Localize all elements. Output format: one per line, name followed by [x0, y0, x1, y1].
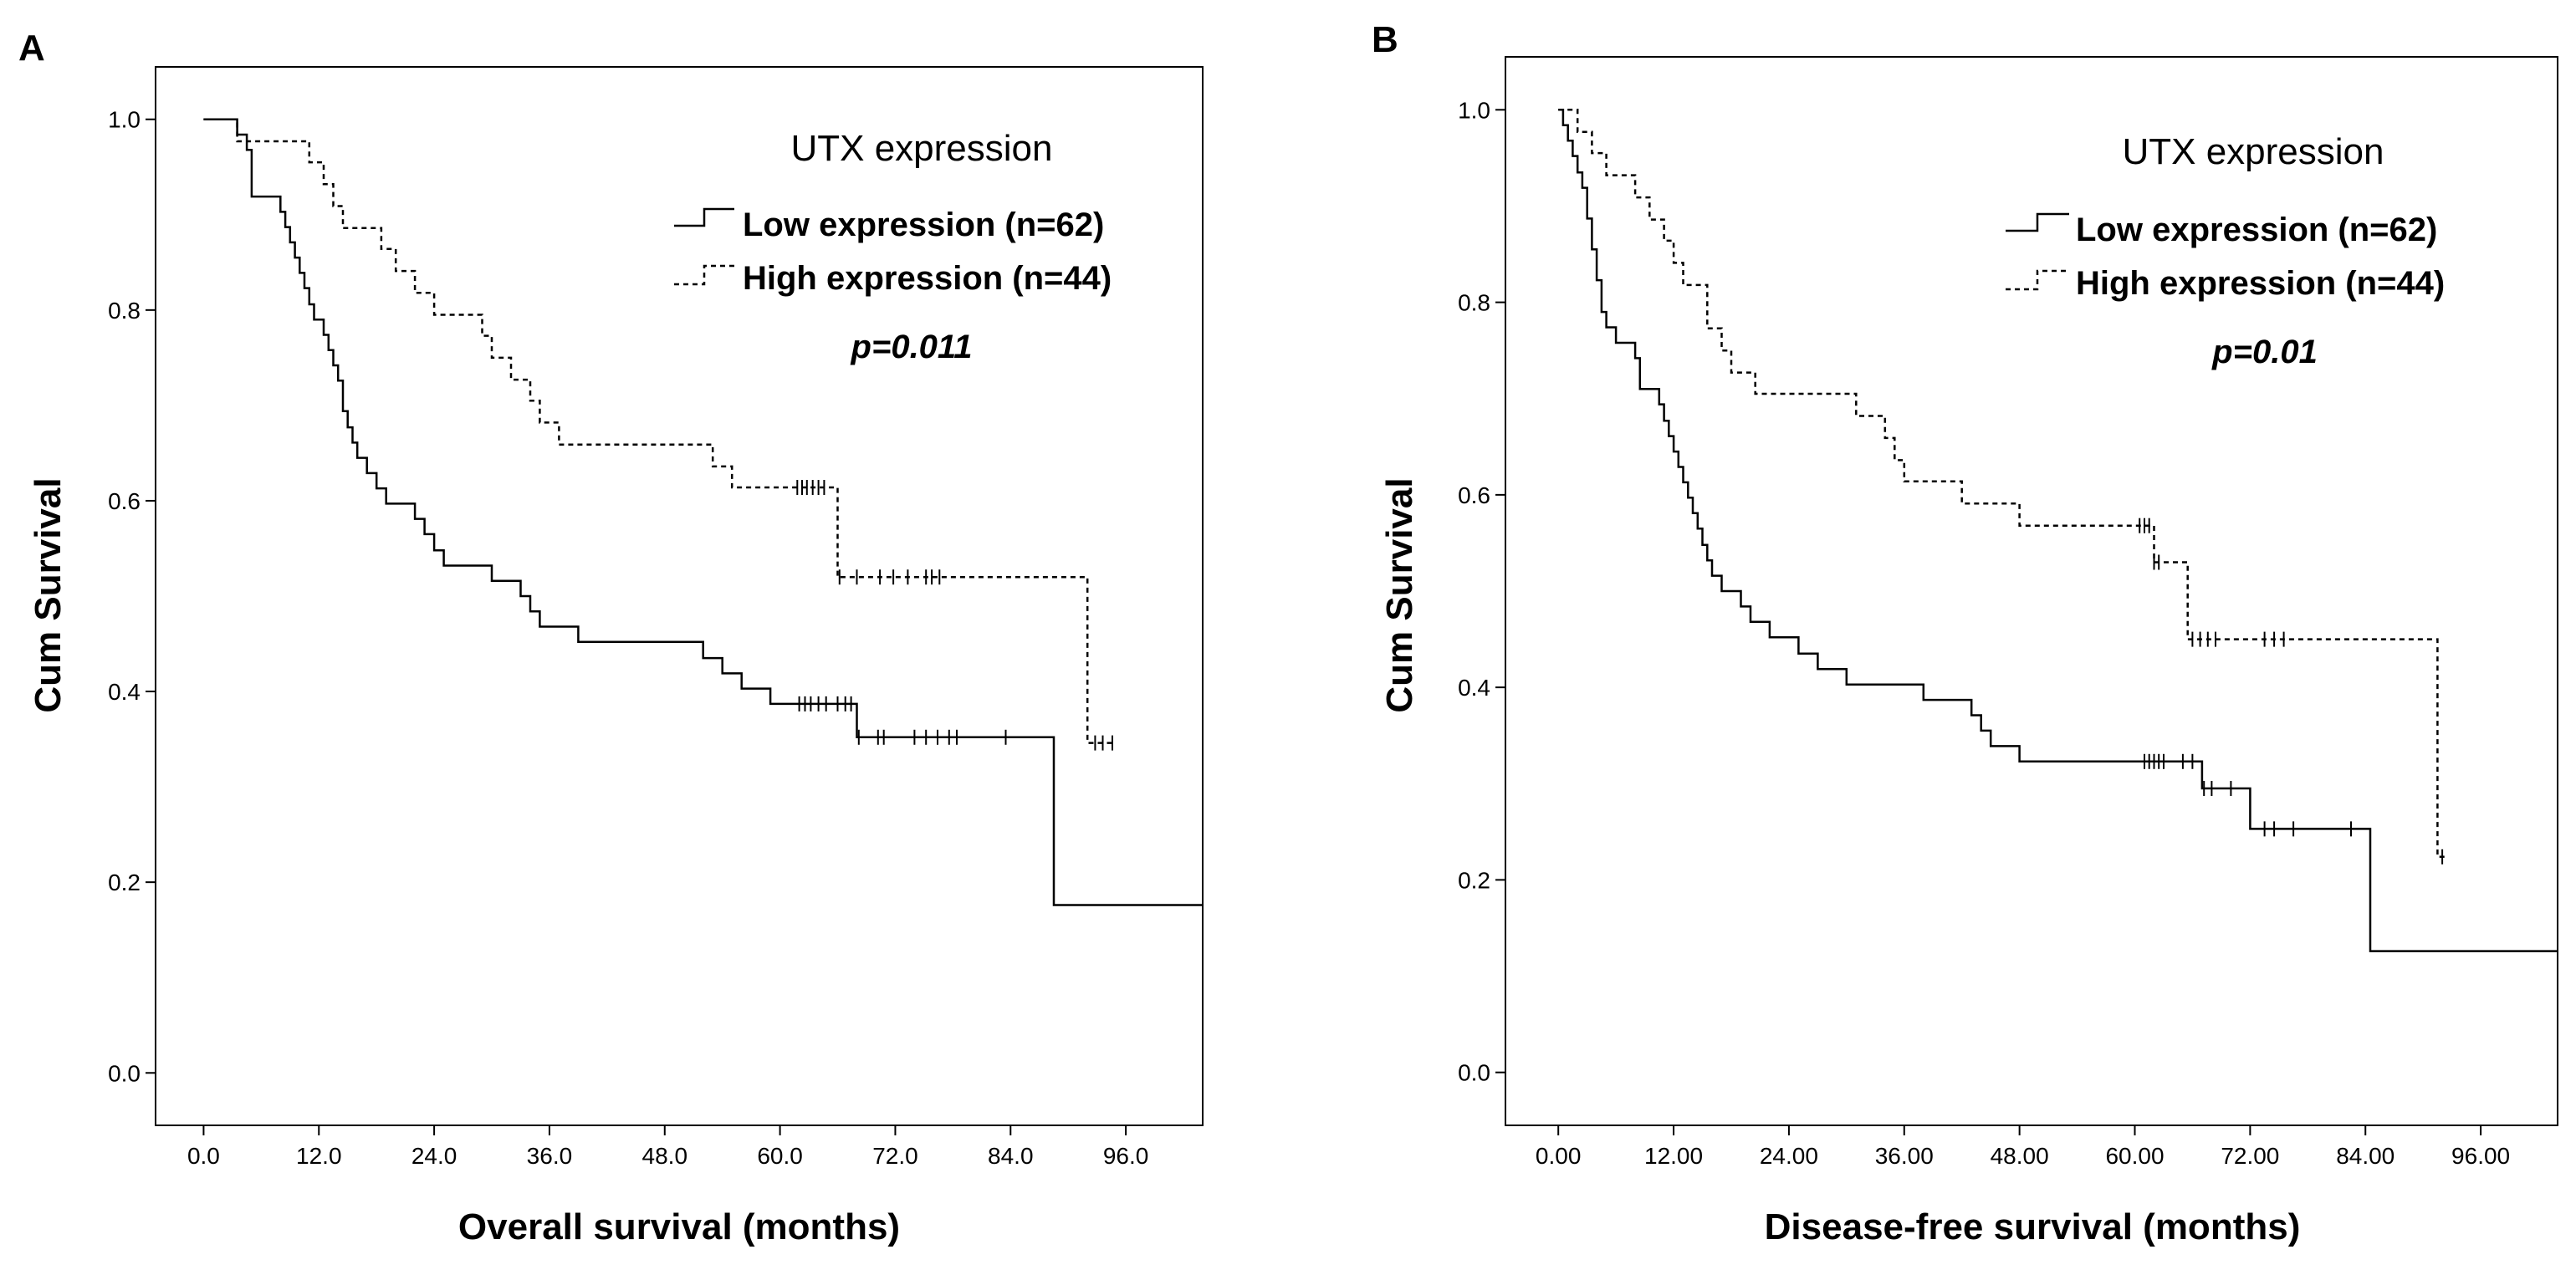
panel-b-y-tick-label: 0.8	[1458, 290, 1490, 316]
panel-a-legend: UTX expression Low expression (n=62) Hig…	[674, 128, 1112, 365]
panel-a-p-value: p=0.011	[851, 329, 973, 365]
panel-b-x-tick-label: 36.00	[1875, 1143, 1934, 1169]
panel-b-y-tick-label: 1.0	[1458, 97, 1490, 123]
panel-a-x-tick-label: 60.0	[757, 1143, 803, 1169]
panel-a-y-axis-title: Cum Survival	[28, 477, 69, 712]
panel-a-label: A	[18, 28, 45, 69]
panel-b-legend-swatch-high	[2006, 269, 2069, 291]
panel-b-x-axis-title: Disease-free survival (months)	[1765, 1206, 2301, 1247]
panel-b-y-axis-title: Cum Survival	[1379, 477, 1420, 712]
panel-a-x-axis-title: Overall survival (months)	[458, 1206, 900, 1247]
panel-b-x-axis: 0.00 12.00 24.00 36.00 48.00 60.00 72.00 84.00 9…	[1536, 1125, 2510, 1169]
panel-b-x-tick-label: 48.00	[1991, 1143, 2049, 1169]
panel-a-y-tick-label: 0.0	[108, 1060, 141, 1086]
panel-a-y-tick-label: 0.6	[108, 488, 141, 514]
panel-a-y-tick-label: 0.4	[108, 679, 141, 705]
panel-b-series	[1558, 109, 2558, 952]
panel-a-x-tick-label: 72.0	[872, 1143, 918, 1169]
panel-b-legend: UTX expression Low expression (n=62) Hig…	[2006, 131, 2445, 370]
panel-b-y-tick-label: 0.4	[1458, 675, 1490, 701]
panel-b-x-tick-label: 0.00	[1536, 1143, 1582, 1169]
panel-a-y-tick-label: 0.2	[108, 870, 141, 895]
panel-b-x-tick-label: 12.00	[1644, 1143, 1703, 1169]
panel-b: B 0.0 0.2 0.4 0.6 0.8 1.0 0.00 12.00 24.00 36.00…	[1372, 19, 2558, 1247]
panel-b-legend-low: Low expression (n=62)	[2076, 212, 2437, 248]
panel-a-y-axis: 0.0 0.2 0.4 0.6 0.8 1.0	[108, 107, 156, 1086]
panel-a-series-low-line	[203, 118, 1203, 906]
panel-a-x-tick-label: 84.0	[988, 1143, 1034, 1169]
panel-b-series-high-line	[1558, 109, 2447, 859]
panel-b-x-tick-label: 96.00	[2451, 1143, 2510, 1169]
panel-b-legend-title: UTX expression	[2122, 131, 2384, 172]
panel-a-y-tick-label: 1.0	[108, 107, 141, 133]
panel-b-x-tick-label: 60.00	[2105, 1143, 2164, 1169]
panel-a-x-axis: 0.0 12.0 24.0 36.0 48.0 60.0 72.0 84.0 96.0	[187, 1125, 1148, 1169]
panel-a-legend-swatch-high	[674, 264, 734, 286]
panel-b-plot-frame	[1505, 56, 2558, 1126]
panel-b-label: B	[1372, 19, 1398, 60]
panel-a-y-tick-label: 0.8	[108, 298, 141, 324]
panel-a-x-tick-label: 96.0	[1103, 1143, 1149, 1169]
panel-b-x-tick-label: 72.00	[2221, 1143, 2279, 1169]
panel-a-legend-low: Low expression (n=62)	[743, 207, 1104, 243]
panel-b-y-tick-label: 0.2	[1458, 867, 1490, 893]
panel-a-legend-swatch-low	[674, 207, 734, 227]
panel-b-y-axis: 0.0 0.2 0.4 0.6 0.8 1.0	[1458, 97, 1505, 1086]
panel-a-x-tick-label: 36.0	[527, 1143, 573, 1169]
panel-b-y-tick-label: 0.0	[1458, 1060, 1490, 1086]
panel-a-x-tick-label: 24.0	[411, 1143, 457, 1169]
panel-b-legend-high: High expression (n=44)	[2076, 265, 2445, 302]
panel-a-x-tick-label: 0.0	[187, 1143, 220, 1169]
panel-a-series-high-line	[203, 118, 1112, 744]
panel-a-plot-frame	[155, 66, 1204, 1126]
panel-b-legend-swatch-low	[2006, 212, 2069, 232]
panel-b-x-tick-label: 24.00	[1760, 1143, 1818, 1169]
panel-a-legend-high: High expression (n=44)	[743, 260, 1112, 297]
panel-a-x-tick-label: 48.0	[642, 1143, 688, 1169]
panel-b-y-tick-label: 0.6	[1458, 482, 1490, 508]
panel-b-series-low-line	[1558, 109, 2558, 952]
panel-a-series	[203, 118, 1203, 906]
panel-b-x-tick-label: 84.00	[2336, 1143, 2395, 1169]
panel-b-p-value: p=0.01	[2211, 334, 2318, 370]
panel-a: A 0.0 0.2 0.4 0.6 0.8 1.0 0.0 12.0 24.0 36.0 48.0…	[18, 28, 1204, 1247]
panel-a-legend-title: UTX expression	[790, 128, 1052, 169]
panel-a-x-tick-label: 12.0	[296, 1143, 342, 1169]
